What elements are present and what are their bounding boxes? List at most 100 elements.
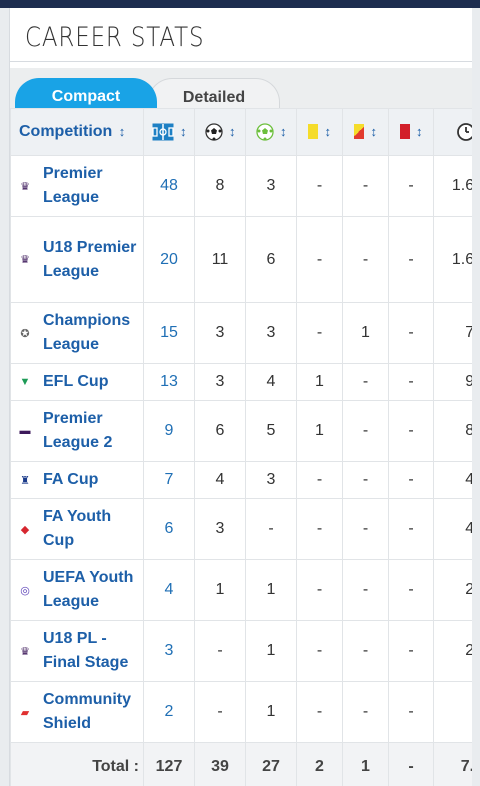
yellow-cards-cell: - (296, 302, 343, 364)
goals-cell: 3 (194, 302, 246, 364)
assists-cell: 6 (245, 216, 297, 303)
minutes-cell: 1.66 (433, 155, 472, 217)
total-yellow-cards: 2 (296, 742, 343, 786)
competition-link[interactable]: Champions League (43, 312, 131, 353)
red-cards-cell: - (388, 681, 434, 743)
fa-youth-cup-logo: ◆ (20, 523, 30, 536)
appearances-cell[interactable]: 13 (143, 363, 195, 401)
assists-cell: - (245, 498, 297, 560)
red-cards-cell: - (388, 363, 434, 401)
red-cards-column-header[interactable]: ↕ (388, 108, 434, 156)
appearances-cell[interactable]: 9 (143, 400, 195, 462)
minutes-column-header[interactable] (433, 108, 472, 156)
competition-header-label: Competition (19, 123, 113, 140)
assists-cell: 1 (245, 559, 297, 621)
second-yellow-cell: 1 (342, 302, 389, 364)
second-yellow-cell: - (342, 498, 389, 560)
sort-icon: ↕ (415, 124, 423, 139)
minutes-cell: 93 (433, 363, 472, 401)
assists-cell: 3 (245, 155, 297, 217)
competition-cell: ♛ U18 PL - Final Stage (10, 620, 144, 682)
title-divider (10, 61, 472, 62)
section-title: CAREER STATS (25, 22, 205, 53)
competition-link[interactable]: UEFA Youth League (43, 569, 134, 610)
competition-cell: ◆ FA Youth Cup (10, 498, 144, 560)
total-goals: 39 (194, 742, 246, 786)
goals-cell: 8 (194, 155, 246, 217)
appearances-cell[interactable]: 48 (143, 155, 195, 217)
goals-cell: 4 (194, 461, 246, 499)
totals-label: Total : (10, 742, 144, 786)
second-yellow-cell: - (342, 155, 389, 217)
competition-link[interactable]: Premier League 2 (43, 410, 113, 451)
competition-cell: ▰ Community Shield (10, 681, 144, 743)
appearances-cell[interactable]: 2 (143, 681, 195, 743)
competition-link[interactable]: U18 Premier League (43, 238, 137, 280)
yellow-cards-column-header[interactable]: ↕ (296, 108, 343, 156)
second-yellow-cell: - (342, 620, 389, 682)
champions-league-logo: ✪ (20, 327, 30, 340)
uefa-youth-league-logo: ◎ (20, 584, 30, 597)
goals-cell: 11 (194, 216, 246, 303)
appearances-column-header[interactable]: ↕ (143, 108, 195, 156)
red-cards-cell: - (388, 400, 434, 462)
yellow-cards-cell: - (296, 559, 343, 621)
total-red-cards: - (388, 742, 434, 786)
competition-column-header[interactable]: Competition ↕ (10, 108, 144, 156)
goals-cell: - (194, 681, 246, 743)
appearances-cell[interactable]: 15 (143, 302, 195, 364)
red-cards-cell: - (388, 620, 434, 682)
appearances-cell[interactable]: 7 (143, 461, 195, 499)
total-appearances: 127 (143, 742, 195, 786)
yellow-cards-cell: - (296, 620, 343, 682)
clock-icon (457, 123, 472, 141)
efl-cup-logo: ▼ (19, 376, 31, 388)
sort-icon: ↕ (324, 124, 331, 139)
appearances-cell[interactable]: 3 (143, 620, 195, 682)
assists-column-header[interactable]: ↕ (245, 108, 297, 156)
appearances-cell[interactable]: 20 (143, 216, 195, 303)
competition-cell: ♛ U18 Premier League (10, 216, 144, 303)
competition-link[interactable]: Premier League (43, 165, 103, 206)
total-minutes: 7.3 (433, 742, 472, 786)
assists-cell: 3 (245, 461, 297, 499)
assists-cell: 5 (245, 400, 297, 462)
appearances-cell[interactable]: 6 (143, 498, 195, 560)
minutes-cell: 7 (433, 681, 472, 743)
competition-link[interactable]: FA Youth Cup (43, 508, 112, 549)
red-cards-cell: - (388, 498, 434, 560)
minutes-cell: 48 (433, 498, 472, 560)
u18-pl-final-stage-logo: ♛ (20, 645, 30, 658)
competition-link[interactable]: EFL Cup (43, 373, 109, 390)
competition-link[interactable]: U18 PL - Final Stage (43, 630, 129, 671)
appearances-cell[interactable]: 4 (143, 559, 195, 621)
second-yellow-cell: - (342, 559, 389, 621)
red-cards-cell: - (388, 461, 434, 499)
minutes-cell: 42 (433, 461, 472, 499)
competition-cell: ▼ EFL Cup (10, 363, 144, 401)
career-stats-table: Competition ↕ ↕ ↕ ↕ (10, 108, 472, 786)
second-yellow-cell: - (342, 400, 389, 462)
assist-ball-icon (255, 123, 274, 141)
competition-link[interactable]: FA Cup (43, 471, 99, 488)
yellow-cards-cell: - (296, 498, 343, 560)
goals-column-header[interactable]: ↕ (194, 108, 246, 156)
second-yellow-column-header[interactable]: ↕ (342, 108, 389, 156)
second-yellow-cell: - (342, 681, 389, 743)
sort-icon: ↕ (370, 124, 377, 139)
competition-cell: ✪ Champions League (10, 302, 144, 364)
minutes-cell: 81 (433, 400, 472, 462)
yellow-cards-cell: - (296, 216, 343, 303)
competition-link[interactable]: Community Shield (43, 691, 131, 732)
community-shield-logo: ▰ (20, 706, 30, 719)
premier-league-2-logo: ▬ (19, 425, 31, 437)
minutes-cell: 74 (433, 302, 472, 364)
sort-icon: ↕ (179, 124, 187, 140)
